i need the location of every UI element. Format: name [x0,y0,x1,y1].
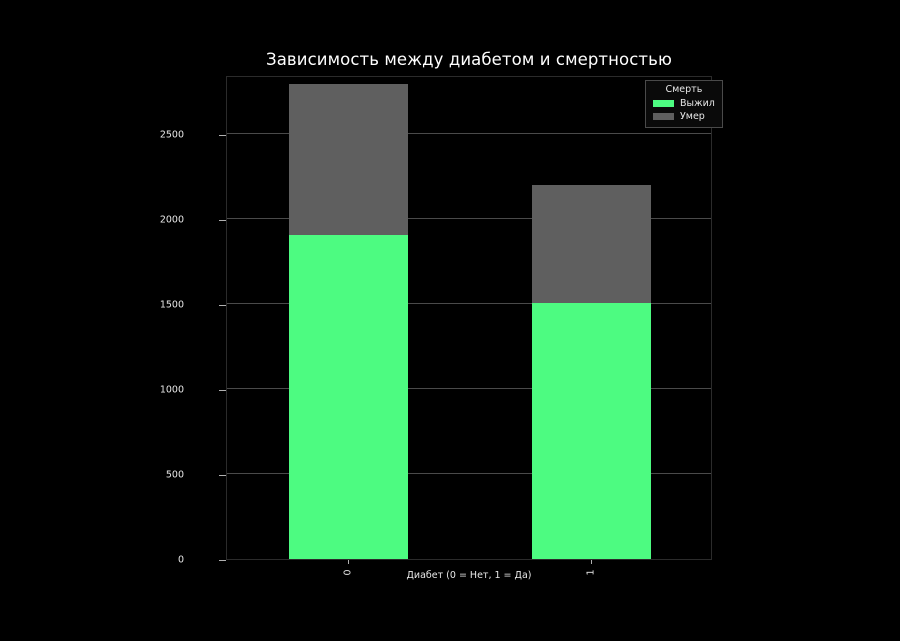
gridline [227,303,711,305]
legend-item-label: Умер [680,111,705,122]
bar-group-0[interactable] [288,75,409,559]
y-tick-mark [219,475,226,477]
plot-inner [227,77,711,559]
gridline [227,473,711,475]
y-tick-label: 500 [165,469,184,481]
y-tick-label: 0 [177,554,184,566]
y-tick-mark [219,220,226,222]
legend-item-label: Выжил [680,98,715,109]
bar-group-1[interactable] [531,75,652,559]
bar-segment-0-died[interactable] [288,83,409,235]
bar-segment-1-died[interactable] [531,185,652,303]
y-tick-label: 2500 [159,129,184,141]
legend-item[interactable]: Выжил [653,97,715,110]
legend-swatch-icon [653,113,674,120]
y-tick-label: 1500 [159,299,184,311]
bar-segment-0-survived[interactable] [288,234,409,559]
legend-title: Смерть [665,84,703,95]
y-tick-mark [219,135,226,137]
bar-segment-1-survived[interactable] [531,302,652,559]
x-tick-mark [590,560,592,564]
legend: Смерть Выжил Умер [645,80,723,128]
y-tick-label: 2000 [159,214,184,226]
y-tick-mark [219,305,226,307]
gridline [227,218,711,220]
legend-swatch-icon [653,100,674,107]
y-tick-label: 1000 [159,384,184,396]
y-tick-mark [219,390,226,392]
x-axis-label: Диабет (0 = Нет, 1 = Да) [406,570,532,581]
x-tick-mark [347,560,349,564]
gridline [227,388,711,390]
plot-area [226,76,712,560]
legend-item[interactable]: Умер [653,110,715,123]
y-tick-mark [219,560,226,561]
gridline [227,133,711,135]
legend-rows: Выжил Умер [653,97,715,123]
chart-title: Зависимость между диабетом и смертностью [266,50,672,69]
